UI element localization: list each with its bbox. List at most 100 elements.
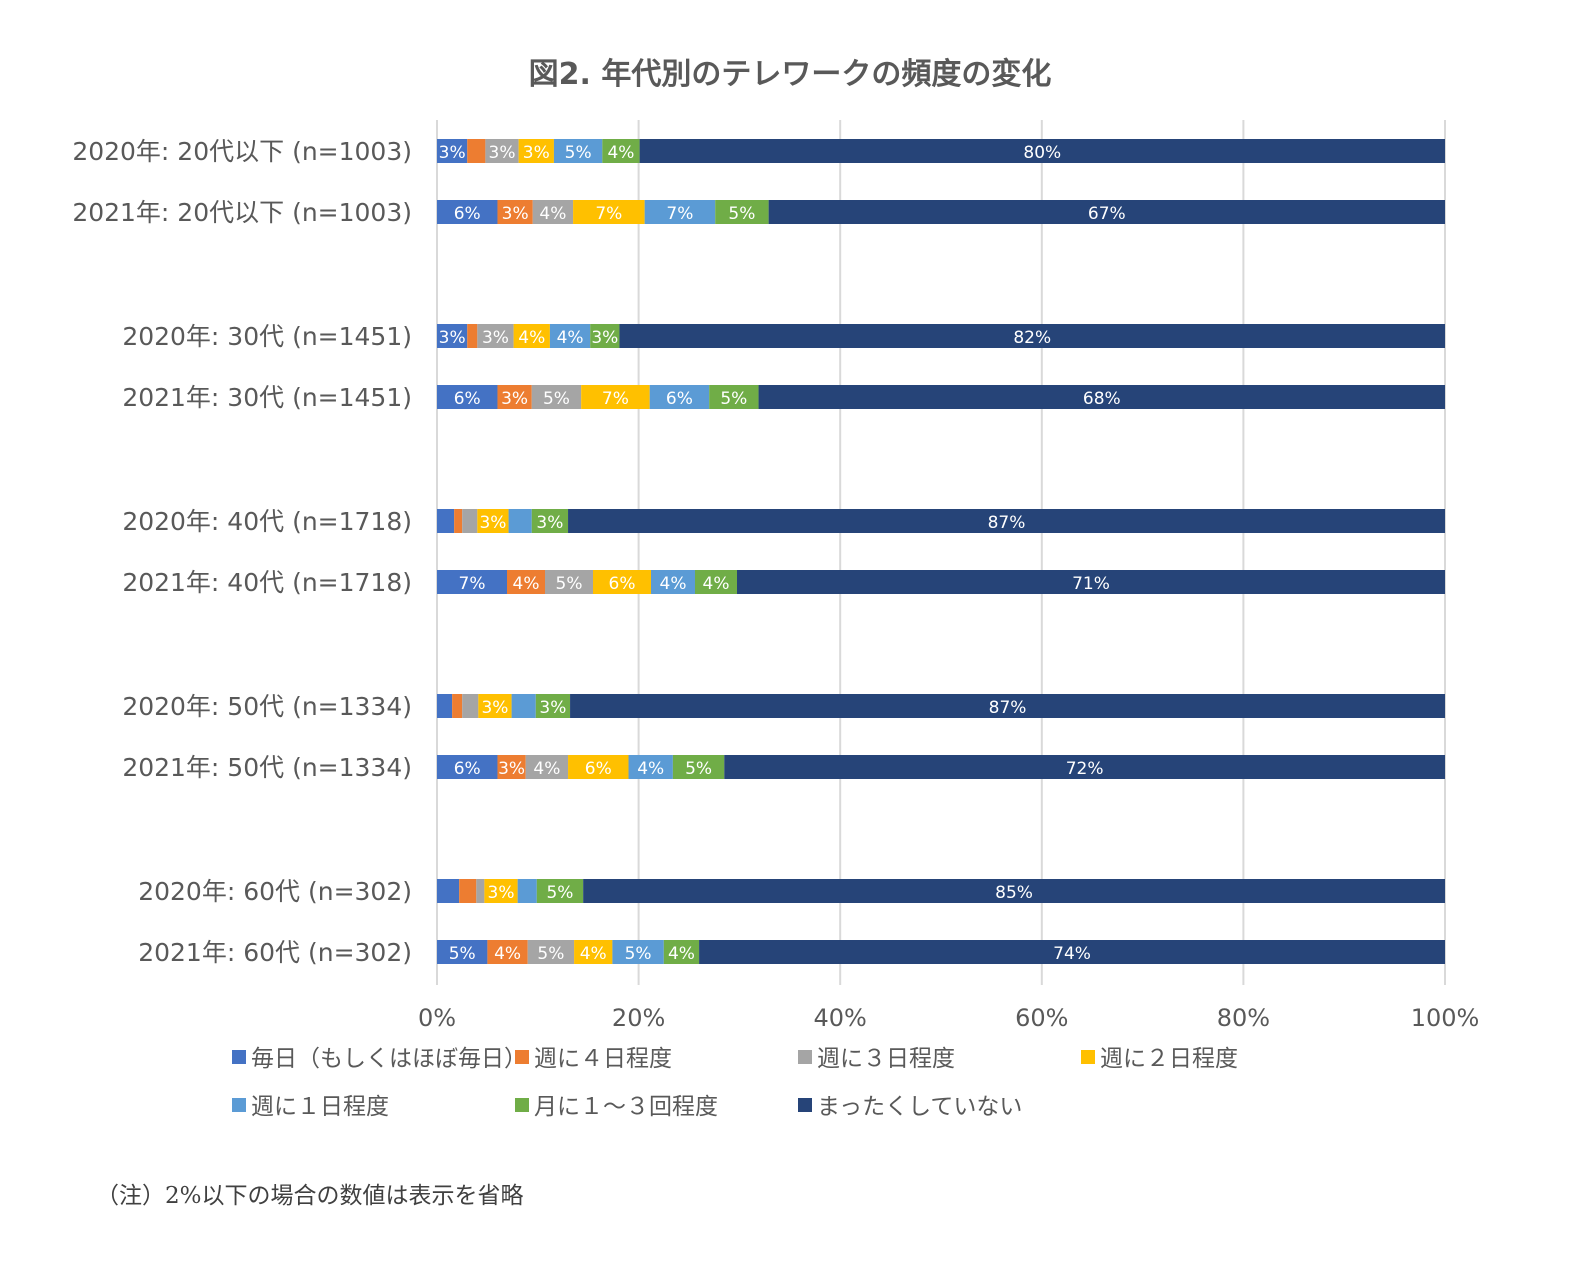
- bar-segment: [573, 200, 645, 224]
- data-label: 7%: [602, 389, 629, 409]
- bar-segment: [513, 324, 550, 348]
- bar-segment: [568, 755, 629, 779]
- bar-segment: [709, 385, 759, 409]
- bar-segment: [695, 570, 737, 594]
- x-tick-label: 20%: [612, 1004, 665, 1032]
- bar-segment: [437, 694, 453, 718]
- bar-segment: [437, 324, 468, 348]
- data-label: 4%: [637, 759, 664, 779]
- chart-title: 図2. 年代別のテレワークの頻度の変化: [529, 57, 1052, 92]
- bar-segment: [477, 324, 514, 348]
- bar-segment: [724, 755, 1445, 779]
- category-label: 2021年: 30代 (n=1451): [122, 383, 412, 412]
- data-label: 5%: [537, 944, 564, 964]
- bar-segment: [536, 879, 584, 903]
- bar-segment: [768, 200, 1445, 224]
- bar-segment: [663, 940, 700, 964]
- bar-segment: [518, 139, 554, 163]
- data-label: 3%: [523, 143, 550, 163]
- data-label: 6%: [454, 389, 481, 409]
- bar-segment: [437, 139, 468, 163]
- data-label: 3%: [536, 513, 563, 533]
- data-label: 5%: [449, 944, 476, 964]
- bar-segment: [437, 570, 507, 594]
- category-labels: 2020年: 20代以下 (n=1003) 2021年: 20代以下 (n=100…: [72, 137, 412, 967]
- legend-label: 週に３日程度: [817, 1046, 955, 1072]
- bar-segment: [553, 139, 603, 163]
- data-label: 6%: [666, 389, 693, 409]
- bar-segment: [545, 570, 593, 594]
- data-label: 4%: [660, 574, 687, 594]
- data-label: 85%: [995, 883, 1033, 903]
- category-label: 2020年: 20代以下 (n=1003): [72, 137, 412, 166]
- x-tick-label: 60%: [1015, 1004, 1068, 1032]
- data-label: 71%: [1072, 574, 1110, 594]
- legend-label: 毎日（もしくはほぼ毎日）: [251, 1046, 527, 1072]
- bar-segment: [758, 385, 1445, 409]
- data-label: 3%: [481, 698, 508, 718]
- category-label: 2021年: 20代以下 (n=1003): [72, 198, 412, 227]
- data-label: 3%: [489, 143, 516, 163]
- legend-label: 週に４日程度: [534, 1046, 672, 1072]
- legend-label: 週に１日程度: [251, 1094, 389, 1120]
- data-label: 3%: [439, 328, 466, 348]
- data-label: 4%: [703, 574, 730, 594]
- bar-segment: [508, 509, 532, 533]
- data-label: 5%: [720, 389, 747, 409]
- x-tick-label: 40%: [814, 1004, 867, 1032]
- bar-segment: [570, 694, 1445, 718]
- bar-segment: [497, 200, 533, 224]
- data-label: 6%: [609, 574, 636, 594]
- data-label: 3%: [539, 698, 566, 718]
- data-label: 3%: [479, 513, 506, 533]
- data-label: 5%: [546, 883, 573, 903]
- legend-swatch: [1081, 1050, 1095, 1064]
- bar-segment: [454, 509, 463, 533]
- data-label: 5%: [625, 944, 652, 964]
- bar-segment: [507, 570, 545, 594]
- bar-segment: [484, 879, 518, 903]
- bar-segment: [531, 385, 582, 409]
- legend-swatch: [515, 1098, 529, 1112]
- bar-segment: [549, 324, 591, 348]
- data-label: 4%: [533, 759, 560, 779]
- data-label: 68%: [1083, 389, 1121, 409]
- data-label: 72%: [1066, 759, 1104, 779]
- x-tick-label: 100%: [1411, 1004, 1480, 1032]
- bar-segment: [437, 200, 498, 224]
- legend-swatch: [232, 1098, 246, 1112]
- legend-swatch: [798, 1098, 812, 1112]
- bar-segment: [639, 139, 1445, 163]
- bar-segment: [628, 755, 673, 779]
- category-label: 2020年: 50代 (n=1334): [122, 692, 412, 721]
- bar-segment: [715, 200, 769, 224]
- category-label: 2021年: 40代 (n=1718): [122, 568, 412, 597]
- data-label: 82%: [1013, 328, 1051, 348]
- data-label: 6%: [454, 204, 481, 224]
- bar-segment: [437, 509, 455, 533]
- footnote: （注）2%以下の場合の数値は表示を省略: [96, 1183, 524, 1209]
- bar-segment: [452, 694, 463, 718]
- bar-segment: [437, 755, 498, 779]
- bar-segment: [527, 940, 575, 964]
- category-label: 2020年: 40代 (n=1718): [122, 507, 412, 536]
- x-axis-ticks: 0% 20% 40% 60% 80% 100%: [418, 1004, 1479, 1032]
- bar-segment: [532, 200, 574, 224]
- bar-segment: [574, 940, 613, 964]
- bar-segment: [485, 139, 519, 163]
- legend-label: まったくしていない: [817, 1094, 1022, 1120]
- data-label: 6%: [585, 759, 612, 779]
- category-label: 2020年: 60代 (n=302): [138, 877, 412, 906]
- bar-segment: [467, 324, 478, 348]
- bar-segment: [478, 694, 512, 718]
- bar-segment: [581, 385, 650, 409]
- legend-swatch: [232, 1050, 246, 1064]
- legend-label: 週に２日程度: [1100, 1046, 1238, 1072]
- data-label: 4%: [518, 328, 545, 348]
- bar-segment: [602, 139, 640, 163]
- bar-segment: [590, 324, 620, 348]
- x-tick-label: 0%: [418, 1004, 456, 1032]
- bar-segment: [583, 879, 1445, 903]
